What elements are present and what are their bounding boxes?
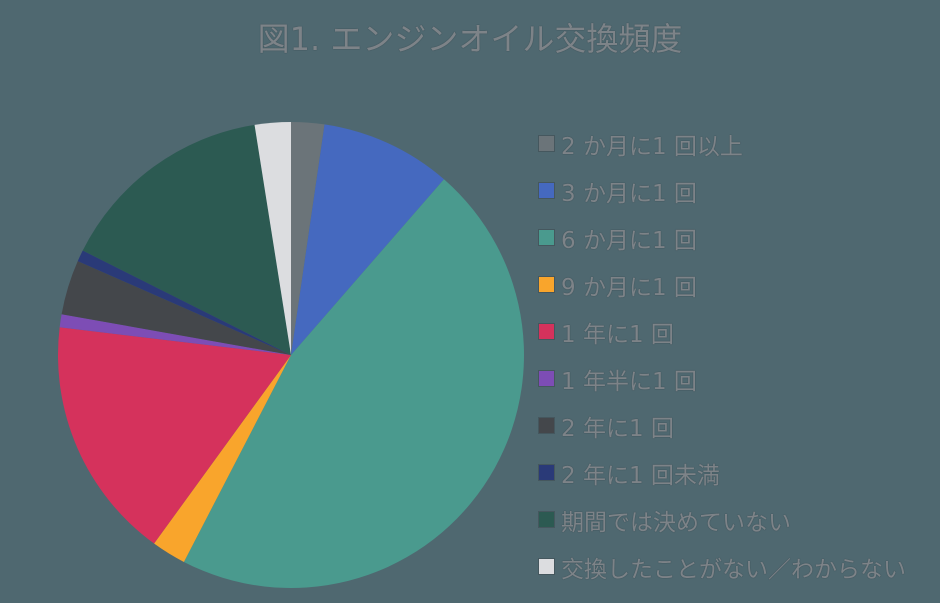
pie-slices [58, 122, 524, 589]
legend-label: 6 か月に1 回 [561, 227, 697, 254]
pie-slice [58, 327, 292, 544]
legend-swatch [539, 324, 554, 339]
legend-swatch [539, 183, 554, 198]
legend-swatch [539, 559, 554, 574]
legend-swatch [539, 418, 554, 433]
legend-item: 2 年に1 回未満 [539, 449, 906, 496]
legend-item: 2 か月に1 回以上 [539, 120, 906, 167]
pie-slice [77, 250, 291, 355]
pie-slice [154, 355, 291, 562]
legend-item: 6 か月に1 回 [539, 214, 906, 261]
legend-item: 1 年半に1 回 [539, 355, 906, 402]
pie-slice [59, 314, 291, 355]
legend-label: 2 年に1 回未満 [561, 462, 720, 489]
legend-item: 交換したことがない／わからない [539, 543, 906, 590]
pie-slice [254, 122, 291, 355]
legend-swatch [539, 371, 554, 386]
legend-swatch [539, 465, 554, 480]
pie-slice [183, 179, 524, 589]
pie-slice [291, 122, 325, 355]
legend-label: 3 か月に1 回 [561, 180, 697, 207]
legend-swatch [539, 512, 554, 527]
legend-swatch [539, 277, 554, 292]
legend-label: 1 年に1 回 [561, 321, 674, 348]
legend-item: 1 年に1 回 [539, 308, 906, 355]
legend-label: 2 年に1 回 [561, 415, 674, 442]
pie-slice [82, 124, 291, 356]
legend-label: 期間では決めていない [561, 509, 791, 536]
legend-swatch [539, 136, 554, 151]
legend-label: 1 年半に1 回 [561, 368, 697, 395]
legend-label: 交換したことがない／わからない [561, 556, 906, 583]
legend-label: 2 か月に1 回以上 [561, 133, 743, 160]
pie-slice [291, 124, 444, 356]
legend-item: 9 か月に1 回 [539, 261, 906, 308]
legend-item: 3 か月に1 回 [539, 167, 906, 214]
legend-label: 9 か月に1 回 [561, 274, 697, 301]
chart-title: 図1. エンジンオイル交換頻度 [257, 20, 683, 58]
legend-swatch [539, 230, 554, 245]
legend-item: 期間では決めていない [539, 496, 906, 543]
pie-slice [61, 261, 291, 355]
legend-item: 2 年に1 回 [539, 402, 906, 449]
chart-legend: 2 か月に1 回以上 3 か月に1 回 6 か月に1 回 9 か月に1 回 1 … [539, 120, 906, 590]
